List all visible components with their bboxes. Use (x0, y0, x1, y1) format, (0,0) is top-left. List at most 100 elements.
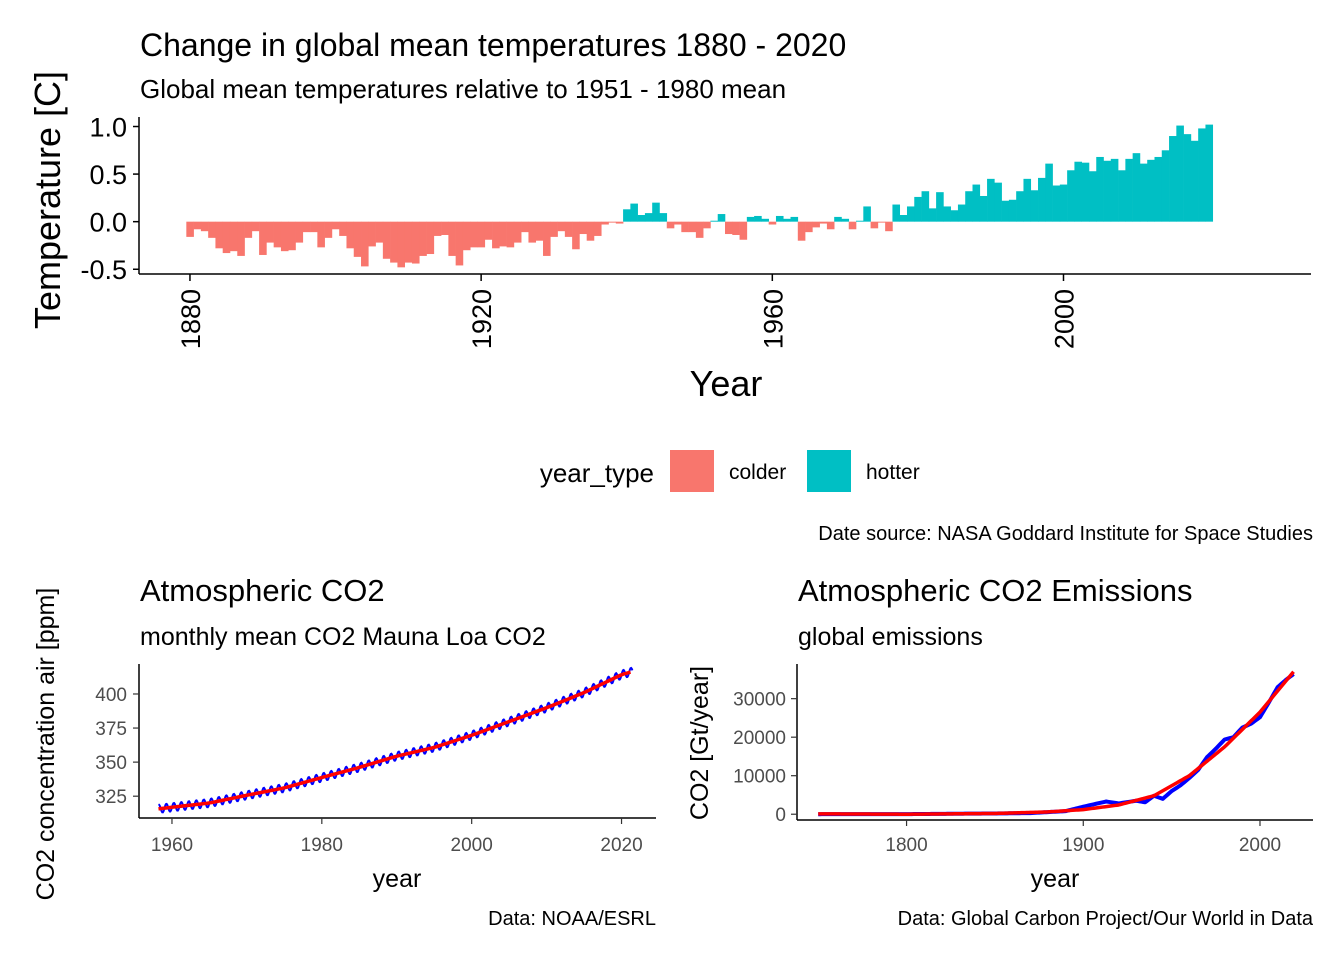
temp-bar-2012 (1147, 159, 1155, 222)
temp-y-tick-label: 0.5 (89, 160, 127, 190)
temp-bar-1945 (659, 213, 668, 222)
temp-bar-1999 (1052, 185, 1061, 222)
temp-bar-2014 (1161, 150, 1170, 222)
temp-bar-1881 (193, 221, 202, 230)
temp-bar-1958 (754, 215, 762, 222)
temp-bar-1889 (251, 221, 260, 232)
temp-bar-1903 (353, 221, 362, 257)
temp-bar-1929 (543, 221, 551, 256)
temp-bar-1898 (317, 221, 325, 248)
temp-bar-1954 (725, 221, 733, 235)
co2-emissions-x-axis-label: year (1031, 865, 1080, 893)
temp-bar-1937 (601, 221, 609, 225)
temp-y-tick-label: 1.0 (89, 113, 127, 143)
temp-x-tick-label: 1920 (467, 289, 497, 349)
temp-bar-1963 (790, 216, 799, 222)
co2-concentration-subtitle: monthly mean CO2 Mauna Loa CO2 (140, 623, 546, 651)
legend-label-colder: colder (729, 461, 786, 484)
co2-concentration-panel: Atmospheric CO2 monthly mean CO2 Mauna L… (32, 573, 656, 930)
temp-bar-2010 (1132, 153, 1141, 222)
temp-bar-1971 (848, 221, 857, 230)
temp-bar-1996 (1030, 190, 1039, 222)
co2-concentration-lines (158, 666, 634, 814)
co2-emissions-lines (817, 670, 1295, 817)
temp-bar-1947 (674, 221, 682, 225)
temp-bar-1969 (834, 216, 842, 222)
temp-bar-1891 (266, 221, 274, 243)
temp-bar-1989 (979, 195, 988, 222)
temp-bar-1976 (885, 221, 893, 232)
temp-bar-1896 (302, 221, 311, 233)
co2-trend-line (158, 670, 631, 811)
temp-bar-1933 (572, 221, 580, 250)
conc-x-tick-label: 2000 (451, 835, 493, 856)
temp-bar-2019 (1198, 128, 1206, 222)
temp-bar-1893 (280, 221, 289, 252)
temp-bar-1970 (841, 218, 850, 222)
temp-bar-1886 (229, 221, 238, 252)
temp-bar-1974 (870, 221, 879, 229)
conc-y-tick-label: 375 (95, 719, 127, 740)
temp-bar-1934 (579, 221, 587, 235)
temp-bar-2018 (1190, 140, 1199, 222)
temp-bar-1977 (892, 204, 901, 222)
temp-bar-1981 (921, 191, 930, 222)
temp-bar-1887 (237, 221, 245, 256)
temp-bar-1986 (957, 204, 966, 222)
co2-concentration-x-axis-label: year (373, 865, 422, 893)
temp-bar-1992 (1001, 200, 1010, 222)
temp-bar-1919 (470, 221, 478, 248)
emis-y-tick-label: 10000 (733, 767, 786, 788)
temp-bar-1911 (411, 221, 420, 264)
temp-y-tick-label: 0.0 (89, 208, 127, 238)
temp-bar-1915 (441, 221, 449, 235)
temp-bar-1987 (965, 191, 973, 222)
co2-emissions-panel: Atmospheric CO2 Emissions global emissio… (686, 573, 1314, 930)
temp-bar-1885 (222, 221, 231, 254)
temp-bar-1914 (433, 221, 442, 236)
temperature-y-axis-label: Temperature [C] (27, 71, 68, 329)
temp-bar-2004 (1088, 171, 1097, 222)
temp-bar-1960 (768, 221, 777, 225)
temp-bar-1923 (499, 221, 507, 247)
emis-y-tick-label: 0 (775, 805, 786, 826)
temp-bar-1941 (630, 203, 638, 222)
temp-bar-1990 (987, 178, 995, 222)
temp-bar-1946 (666, 221, 675, 229)
co2-concentration-caption: Data: NOAA/ESRL (488, 908, 656, 930)
temp-bar-1892 (273, 221, 282, 248)
temp-bar-1952 (710, 220, 719, 222)
temp-bar-1972 (856, 220, 864, 222)
temp-x-tick-label: 1880 (176, 289, 206, 349)
temp-bar-1922 (492, 221, 500, 249)
temp-bar-1907 (382, 221, 391, 259)
temp-bar-1905 (368, 221, 376, 247)
temp-bar-1985 (950, 210, 959, 222)
temp-bar-2003 (1081, 162, 1090, 222)
temp-bar-1962 (783, 218, 791, 222)
temp-bar-1918 (462, 221, 471, 251)
temp-bar-1944 (652, 202, 660, 222)
temp-bar-1978 (899, 215, 908, 222)
temp-bar-1884 (215, 221, 224, 249)
temp-bar-1955 (732, 221, 740, 235)
temp-bar-1916 (448, 221, 456, 256)
temp-bar-1935 (586, 221, 595, 241)
co2-emissions-y-ticks: 0 10000 20000 30000 (733, 690, 797, 826)
temp-bar-1908 (390, 221, 398, 263)
temp-bar-1931 (557, 221, 566, 232)
temp-bar-1883 (208, 221, 216, 238)
temperature-caption: Date source: NASA Goddard Institute for … (818, 523, 1313, 545)
temp-bar-1961 (775, 215, 784, 222)
temp-bar-1949 (688, 221, 697, 233)
temperature-title: Change in global mean temperatures 1880 … (140, 27, 846, 63)
temp-y-tick-label: -0.5 (80, 255, 127, 285)
co2-concentration-title: Atmospheric CO2 (140, 573, 385, 608)
temp-bar-1912 (419, 221, 427, 256)
temp-bar-1980 (914, 196, 922, 222)
temp-bar-1894 (288, 221, 296, 251)
co2-monthly-line (158, 666, 634, 814)
temperature-x-ticks: 1880 1920 1960 2000 (176, 274, 1079, 349)
temp-bar-1921 (484, 221, 493, 240)
temp-bar-1930 (550, 221, 558, 237)
